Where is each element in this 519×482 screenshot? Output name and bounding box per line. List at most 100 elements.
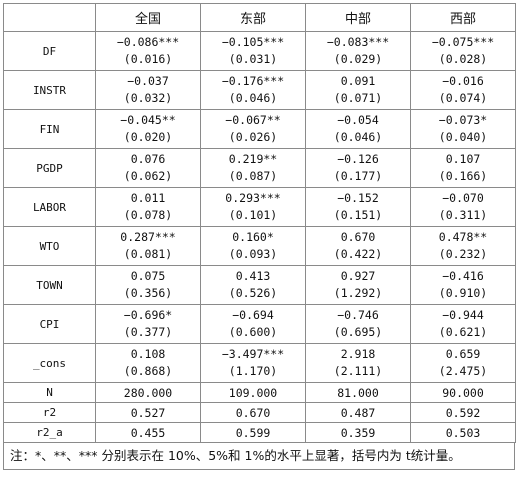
table-row: LABOR 0.011 (0.078) 0.293*** (0.101) −0.152 (0… <box>3 187 516 227</box>
coefficient-cell: 0.413 (0.526) <box>200 265 306 305</box>
variable-name-cell: TOWN <box>3 265 96 305</box>
table-row: CPI −0.696* (0.377) −0.694 (0.600) −0.746 (0.6… <box>3 304 516 344</box>
coefficient-value: 0.670 <box>340 230 376 244</box>
variable-name-cell: FIN <box>3 109 96 149</box>
table-row: PGDP 0.076 (0.062) 0.219** (0.087) −0.126 (0.1… <box>3 148 516 188</box>
coefficient-cell: 0.160* (0.093) <box>200 226 306 266</box>
standard-error-value: (0.062) <box>123 169 173 183</box>
coefficient-cell: 0.927 (1.292) <box>305 265 411 305</box>
stat-value-cell: 109.000 <box>200 382 306 403</box>
coefficient-value: 0.293*** <box>225 191 281 205</box>
coefficient-value: −0.105*** <box>221 35 285 49</box>
stat-value-cell: 0.599 <box>200 422 306 443</box>
coefficient-value: −0.694 <box>232 308 274 322</box>
coefficient-value: −0.073* <box>438 113 488 127</box>
standard-error-value: (0.621) <box>438 325 488 339</box>
standard-error-value: (0.078) <box>123 208 173 222</box>
coefficient-cell: −0.126 (0.177) <box>305 148 411 188</box>
variable-name-cell: PGDP <box>3 148 96 188</box>
coefficient-cell: 0.293*** (0.101) <box>200 187 306 227</box>
coefficient-cell: 0.659 (2.475) <box>410 343 516 383</box>
coefficient-cell: −0.083*** (0.029) <box>305 31 411 71</box>
standard-error-value: (0.032) <box>123 91 173 105</box>
coefficient-value: 0.091 <box>340 74 376 88</box>
coefficient-value: 0.287*** <box>120 230 176 244</box>
standard-error-value: (0.526) <box>228 286 278 300</box>
standard-error-value: (0.031) <box>228 52 278 66</box>
standard-error-value: (0.910) <box>438 286 488 300</box>
standard-error-value: (0.177) <box>333 169 383 183</box>
coefficient-cell: 0.076 (0.062) <box>95 148 201 188</box>
standard-error-value: (0.868) <box>123 364 173 378</box>
stat-name-cell: r2 <box>3 402 96 423</box>
coefficient-value: −0.037 <box>127 74 169 88</box>
coefficient-cell: 0.670 (0.422) <box>305 226 411 266</box>
coefficient-cell: −0.696* (0.377) <box>95 304 201 344</box>
coefficient-cell: −0.073* (0.040) <box>410 109 516 149</box>
standard-error-value: (0.046) <box>228 91 278 105</box>
coefficient-cell: −0.067** (0.026) <box>200 109 306 149</box>
coefficient-value: −0.086*** <box>116 35 180 49</box>
coefficient-cell: 0.075 (0.356) <box>95 265 201 305</box>
coefficient-value: 0.108 <box>130 347 166 361</box>
standard-error-value: (2.475) <box>438 364 488 378</box>
coefficient-value: 0.160* <box>232 230 274 244</box>
stat-row: r2_a 0.455 0.599 0.359 0.503 <box>3 422 516 443</box>
coefficient-value: −0.075*** <box>431 35 495 49</box>
coefficient-value: 0.927 <box>340 269 376 283</box>
stat-value-cell: 280.000 <box>95 382 201 403</box>
header-cell-variable <box>3 3 96 32</box>
variable-name-cell: DF <box>3 31 96 71</box>
coefficient-cell: −0.105*** (0.031) <box>200 31 306 71</box>
coefficient-value: 0.478** <box>438 230 488 244</box>
standard-error-value: (2.111) <box>333 364 383 378</box>
standard-error-value: (0.074) <box>438 91 488 105</box>
table-row: TOWN 0.075 (0.356) 0.413 (0.526) 0.927 (1.292)… <box>3 265 516 305</box>
stat-row: r2 0.527 0.670 0.487 0.592 <box>3 402 516 423</box>
standard-error-value: (0.087) <box>228 169 278 183</box>
coefficient-cell: −0.152 (0.151) <box>305 187 411 227</box>
standard-error-value: (0.081) <box>123 247 173 261</box>
coefficient-cell: −0.045** (0.020) <box>95 109 201 149</box>
standard-error-value: (0.026) <box>228 130 278 144</box>
table-row: INSTR −0.037 (0.032) −0.176*** (0.046) 0.091 (… <box>3 70 516 110</box>
coefficient-cell: −0.054 (0.046) <box>305 109 411 149</box>
standard-error-value: (0.046) <box>333 130 383 144</box>
variable-name-cell: LABOR <box>3 187 96 227</box>
coefficient-value: 0.076 <box>130 152 166 166</box>
header-cell-central: 中部 <box>305 3 411 32</box>
header-cell-national: 全国 <box>95 3 201 32</box>
coefficient-cell: 0.219** (0.087) <box>200 148 306 188</box>
coefficient-value: −0.746 <box>337 308 379 322</box>
regression-table-container: 全国 东部 中部 西部 DF −0.086*** (0.016) −0.105*** (… <box>3 3 516 470</box>
coefficient-cell: 0.108 (0.868) <box>95 343 201 383</box>
coefficient-cell: 2.918 (2.111) <box>305 343 411 383</box>
coefficient-value: 0.075 <box>130 269 166 283</box>
standard-error-value: (0.232) <box>438 247 488 261</box>
variable-name-cell: WTO <box>3 226 96 266</box>
standard-error-value: (0.029) <box>333 52 383 66</box>
standard-error-value: (0.166) <box>438 169 488 183</box>
coefficient-cell: 0.478** (0.232) <box>410 226 516 266</box>
table-row: DF −0.086*** (0.016) −0.105*** (0.031) −0.083… <box>3 31 516 71</box>
coefficient-cell: 0.287*** (0.081) <box>95 226 201 266</box>
table-row: WTO 0.287*** (0.081) 0.160* (0.093) 0.670 (0.4… <box>3 226 516 266</box>
coefficient-value: −0.416 <box>442 269 484 283</box>
coefficient-cell: −0.070 (0.311) <box>410 187 516 227</box>
stat-value-cell: 0.359 <box>305 422 411 443</box>
regression-table: 全国 东部 中部 西部 DF −0.086*** (0.016) −0.105*** (… <box>3 3 516 443</box>
table-body: DF −0.086*** (0.016) −0.105*** (0.031) −0.083… <box>3 31 516 443</box>
stat-value-cell: 0.503 <box>410 422 516 443</box>
table-row: FIN −0.045** (0.020) −0.067** (0.026) −0.054 (… <box>3 109 516 149</box>
coefficient-cell: −0.694 (0.600) <box>200 304 306 344</box>
stat-value-cell: 81.000 <box>305 382 411 403</box>
coefficient-value: −0.070 <box>442 191 484 205</box>
standard-error-value: (0.071) <box>333 91 383 105</box>
coefficient-value: −0.083*** <box>326 35 390 49</box>
standard-error-value: (1.292) <box>333 286 383 300</box>
stat-value-cell: 0.592 <box>410 402 516 423</box>
coefficient-value: −0.944 <box>442 308 484 322</box>
coefficient-cell: −0.086*** (0.016) <box>95 31 201 71</box>
coefficient-value: −0.696* <box>123 308 173 322</box>
coefficient-cell: −0.944 (0.621) <box>410 304 516 344</box>
